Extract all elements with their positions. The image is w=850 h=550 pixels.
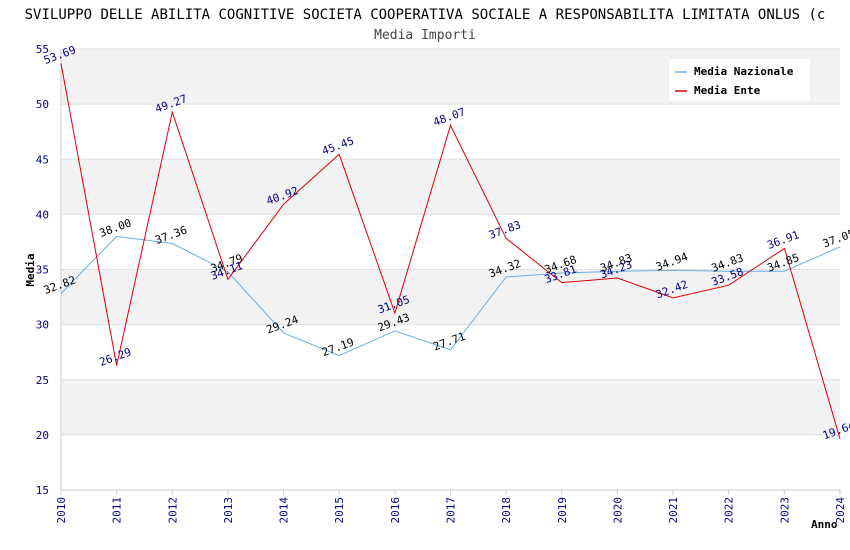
y-tick-label: 40 bbox=[36, 208, 49, 221]
series-lines bbox=[60, 63, 841, 439]
x-tick-label: 2022 bbox=[723, 497, 736, 524]
plot-band bbox=[61, 324, 840, 380]
y-tick-label: 30 bbox=[36, 319, 49, 332]
x-tick-label: 2015 bbox=[333, 497, 346, 524]
series-line-media-ente bbox=[60, 63, 841, 439]
plot-background-bands bbox=[61, 49, 840, 490]
legend-label-media-ente: Media Ente bbox=[694, 84, 761, 97]
x-axis-label: Anno bbox=[811, 518, 838, 531]
series-line-media-nazionale bbox=[60, 235, 841, 357]
plot-band bbox=[61, 214, 840, 270]
y-tick-label: 35 bbox=[36, 264, 49, 277]
plot-band bbox=[61, 434, 840, 490]
legend-box bbox=[669, 59, 810, 101]
x-tick-label: 2024 bbox=[834, 497, 847, 524]
x-tick-label: 2013 bbox=[222, 497, 235, 524]
y-tick-label: 50 bbox=[36, 98, 49, 111]
chart-title: SVILUPPO DELLE ABILITA COGNITIVE SOCIETA… bbox=[25, 7, 826, 23]
x-tick-label: 2014 bbox=[278, 497, 291, 524]
x-tick-label: 2020 bbox=[611, 497, 624, 524]
x-tick-label: 2018 bbox=[500, 497, 513, 524]
x-tick-label: 2010 bbox=[55, 497, 68, 524]
chart-subtitle: Media Importi bbox=[374, 28, 476, 43]
y-tick-label: 45 bbox=[36, 153, 49, 166]
plot-band bbox=[61, 269, 840, 325]
x-tick-label: 2011 bbox=[111, 497, 124, 524]
x-tick-label: 2012 bbox=[166, 497, 179, 524]
legend: Media Nazionale Media Ente bbox=[669, 59, 810, 101]
y-tick-labels: 15 20 25 30 35 40 45 50 55 bbox=[36, 43, 49, 497]
x-tick-label: 2016 bbox=[389, 497, 402, 524]
x-tick-label: 2023 bbox=[778, 497, 791, 524]
y-axis-label: Media bbox=[24, 253, 37, 286]
x-tick-label: 2017 bbox=[445, 497, 458, 524]
x-tick-label: 2021 bbox=[667, 497, 680, 524]
plot-band bbox=[61, 379, 840, 435]
legend-label-media-nazionale: Media Nazionale bbox=[694, 65, 794, 78]
y-tick-label: 20 bbox=[36, 429, 49, 442]
x-tick-labels: 2010 2011 2012 2013 2014 2015 2016 2017 2018 2019… bbox=[55, 497, 847, 524]
y-tick-label: 55 bbox=[36, 43, 49, 56]
plot-band bbox=[61, 104, 840, 160]
plot-band bbox=[61, 159, 840, 215]
y-tick-label: 25 bbox=[36, 374, 49, 387]
y-tick-label: 15 bbox=[36, 484, 49, 497]
x-tick-label: 2019 bbox=[556, 497, 569, 524]
